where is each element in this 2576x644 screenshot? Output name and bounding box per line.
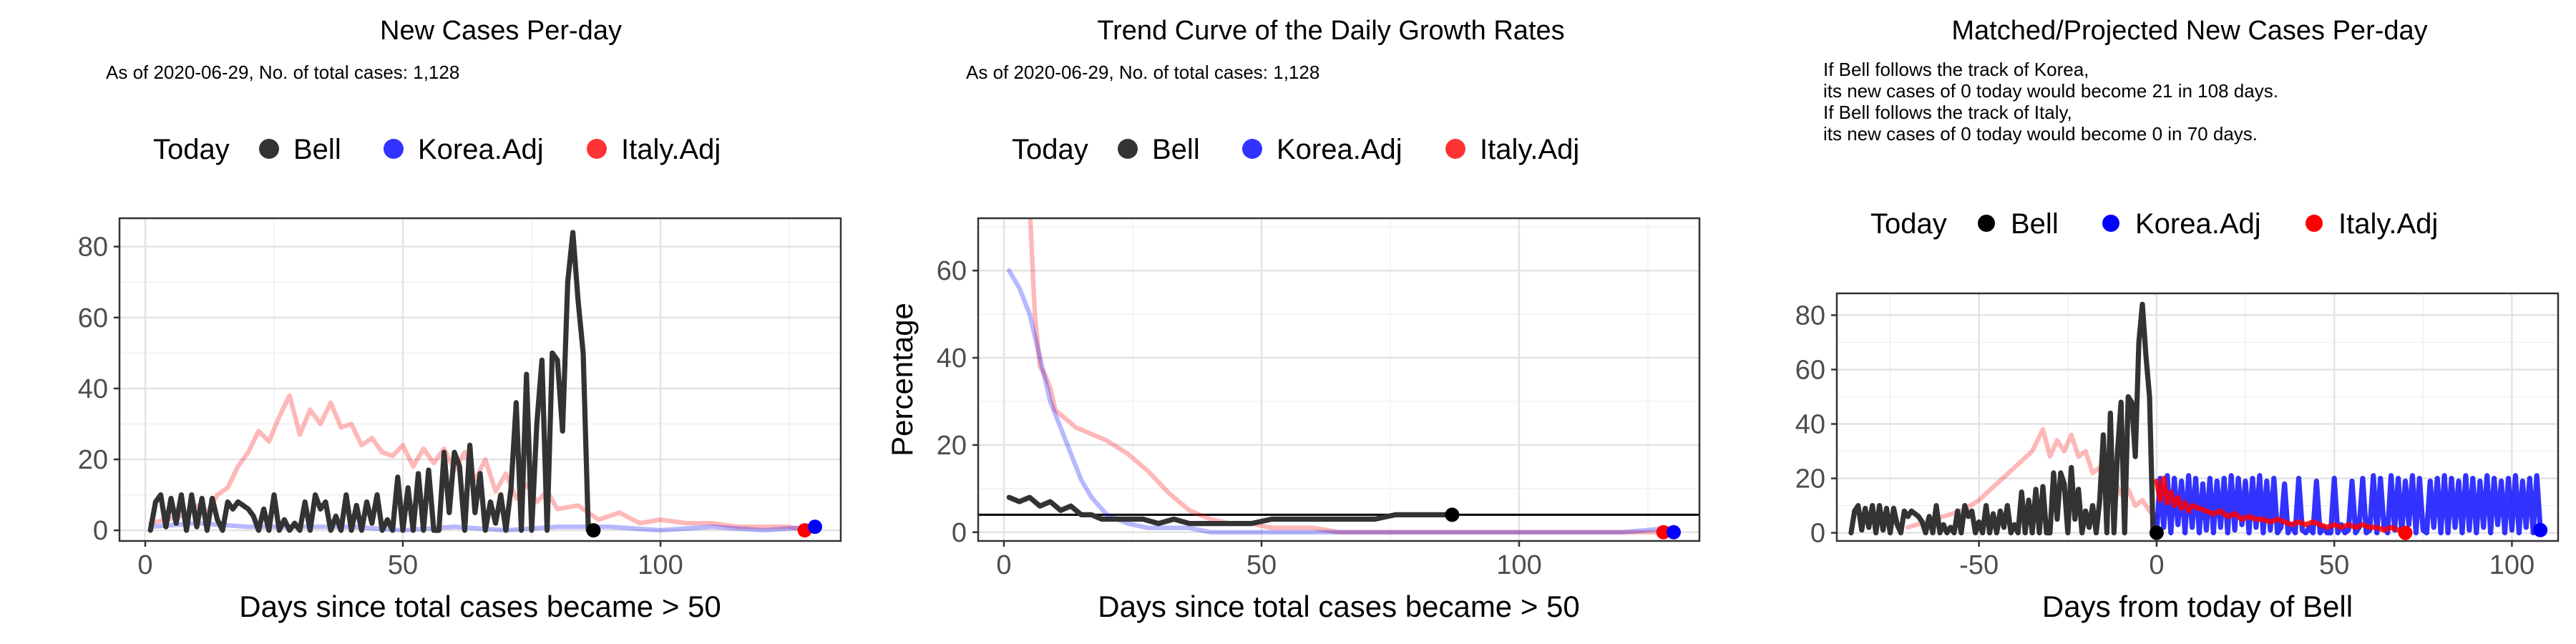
x-tick-label: 50 — [1246, 550, 1277, 580]
series-line-italy-adj — [2154, 475, 2409, 536]
y-tick-label: 0 — [952, 518, 967, 548]
legend-marker-italy-adj — [1445, 139, 1465, 159]
legend-label: Italy.Adj — [2338, 208, 2438, 240]
axes: -50 0 50 100 0 20 40 60 80 Days from today of Bel… — [1795, 301, 2534, 623]
y-tick-label: 40 — [78, 374, 108, 404]
today-point-bell — [1445, 507, 1460, 522]
y-axis-label: Percentage — [885, 303, 919, 457]
legend-marker-italy-adj — [2306, 215, 2323, 232]
series-line-korea-adj — [1006, 268, 1677, 535]
chart-subtitle-line: its new cases of 0 today would become 21… — [1823, 80, 2278, 102]
legend-label: Italy.Adj — [1480, 134, 1579, 165]
chart-title: New Cases Per-day — [380, 16, 622, 46]
x-tick-label: 0 — [2149, 550, 2164, 580]
chart-title: Trend Curve of the Daily Growth Rates — [1097, 16, 1564, 46]
axes: 0 50 100 0 20 40 60 80 Days since total cases be… — [78, 233, 721, 623]
series-line-italy-adj — [147, 393, 807, 533]
legend-title: Today — [153, 134, 230, 165]
chart-subtitle-line: As of 2020-06-29, No. of total cases: 1,… — [966, 62, 1319, 83]
today-point-korea-adj — [808, 519, 822, 535]
y-tick-label: 80 — [1795, 301, 1825, 331]
chart-subtitle-line: If Bell follows the track of Italy, — [1823, 102, 2072, 123]
x-tick-label: 0 — [137, 550, 152, 580]
x-tick-label: 50 — [2319, 550, 2349, 580]
plot-border — [118, 217, 842, 542]
x-axis-label: Days since total cases became > 50 — [1098, 590, 1580, 623]
legend-marker-korea-adj — [384, 139, 404, 159]
series-line-italy-adj — [1028, 218, 1666, 535]
y-tick-label: 60 — [1795, 355, 1825, 385]
legend-title: Today — [1870, 208, 1947, 240]
series-line-korea-adj — [2154, 473, 2543, 536]
y-tick-label: 60 — [78, 303, 108, 333]
today-point-bell — [586, 523, 601, 538]
legend-label: Korea.Adj — [418, 134, 544, 165]
chart-title: Matched/Projected New Cases Per-day — [1951, 16, 2427, 46]
data-layer — [978, 218, 1699, 540]
y-tick-label: 40 — [937, 343, 967, 374]
grid — [119, 218, 841, 541]
y-tick-label: 20 — [1795, 464, 1825, 494]
y-tick-label: 0 — [93, 516, 108, 546]
today-point-italy-adj — [2398, 525, 2413, 540]
chart-2: Trend Curve of the Daily Growth Rates As … — [885, 16, 1701, 623]
legend-marker-bell — [1978, 215, 1995, 232]
x-tick-label: 100 — [638, 550, 683, 580]
data-layer — [1848, 301, 2548, 540]
chart-1: New Cases Per-day As of 2020-06-29, No. o… — [78, 16, 842, 623]
plot-panel — [978, 218, 1699, 541]
series-line-bell — [147, 230, 597, 533]
y-tick-label: 20 — [937, 431, 967, 461]
legend-label: Korea.Adj — [1277, 134, 1402, 165]
chart-subtitle-line: As of 2020-06-29, No. of total cases: 1,… — [106, 62, 459, 83]
legend: Today Bell Korea.Adj Italy.Adj — [153, 134, 721, 165]
y-tick-label: 40 — [1795, 410, 1825, 440]
legend: Today Bell Korea.Adj Italy.Adj — [1870, 208, 2438, 240]
x-axis-label: Days from today of Bell — [2042, 590, 2353, 623]
y-tick-label: 20 — [78, 445, 108, 475]
legend-label: Korea.Adj — [2135, 208, 2261, 240]
legend-title: Today — [1012, 134, 1088, 165]
chart-subtitle-line: If Bell follows the track of Korea, — [1823, 59, 2089, 80]
legend-label: Bell — [2011, 208, 2059, 240]
series-line-bell — [1006, 494, 1455, 527]
legend-marker-bell — [1118, 139, 1138, 159]
y-tick-label: 0 — [1810, 519, 1825, 549]
y-tick-label: 60 — [937, 256, 967, 286]
axes: 0 50 100 0 20 40 60 Days since total cases beca… — [885, 256, 1580, 623]
legend: Today Bell Korea.Adj Italy.Adj — [1012, 134, 1579, 165]
today-point-italy-adj — [1656, 525, 1671, 540]
x-axis-label: Days since total cases became > 50 — [239, 590, 721, 623]
x-tick-label: 100 — [2489, 550, 2534, 580]
y-tick-label: 80 — [78, 233, 108, 263]
series-line-bell — [1848, 301, 2160, 536]
legend-marker-korea-adj — [1242, 139, 1262, 159]
x-tick-label: 100 — [1496, 550, 1541, 580]
x-tick-label: 0 — [996, 550, 1011, 580]
legend-marker-bell — [259, 139, 279, 159]
data-layer — [147, 230, 822, 538]
chart-3: Matched/Projected New Cases Per-day If Be… — [1795, 16, 2560, 623]
legend-marker-korea-adj — [2102, 215, 2119, 232]
grid — [978, 218, 1699, 541]
plot-border — [1835, 292, 2560, 542]
legend-label: Italy.Adj — [621, 134, 721, 165]
today-point-bell — [2149, 525, 2164, 540]
legend-label: Bell — [1152, 134, 1200, 165]
legend-marker-italy-adj — [587, 139, 607, 159]
today-point-korea-adj — [2533, 522, 2548, 537]
plot-border — [977, 217, 1701, 542]
x-tick-label: 50 — [388, 550, 418, 580]
chart-subtitle-line: its new cases of 0 today would become 0 … — [1823, 123, 2258, 145]
legend-label: Bell — [293, 134, 341, 165]
x-tick-label: -50 — [1959, 550, 1999, 580]
today-point-korea-adj — [1667, 525, 1681, 540]
